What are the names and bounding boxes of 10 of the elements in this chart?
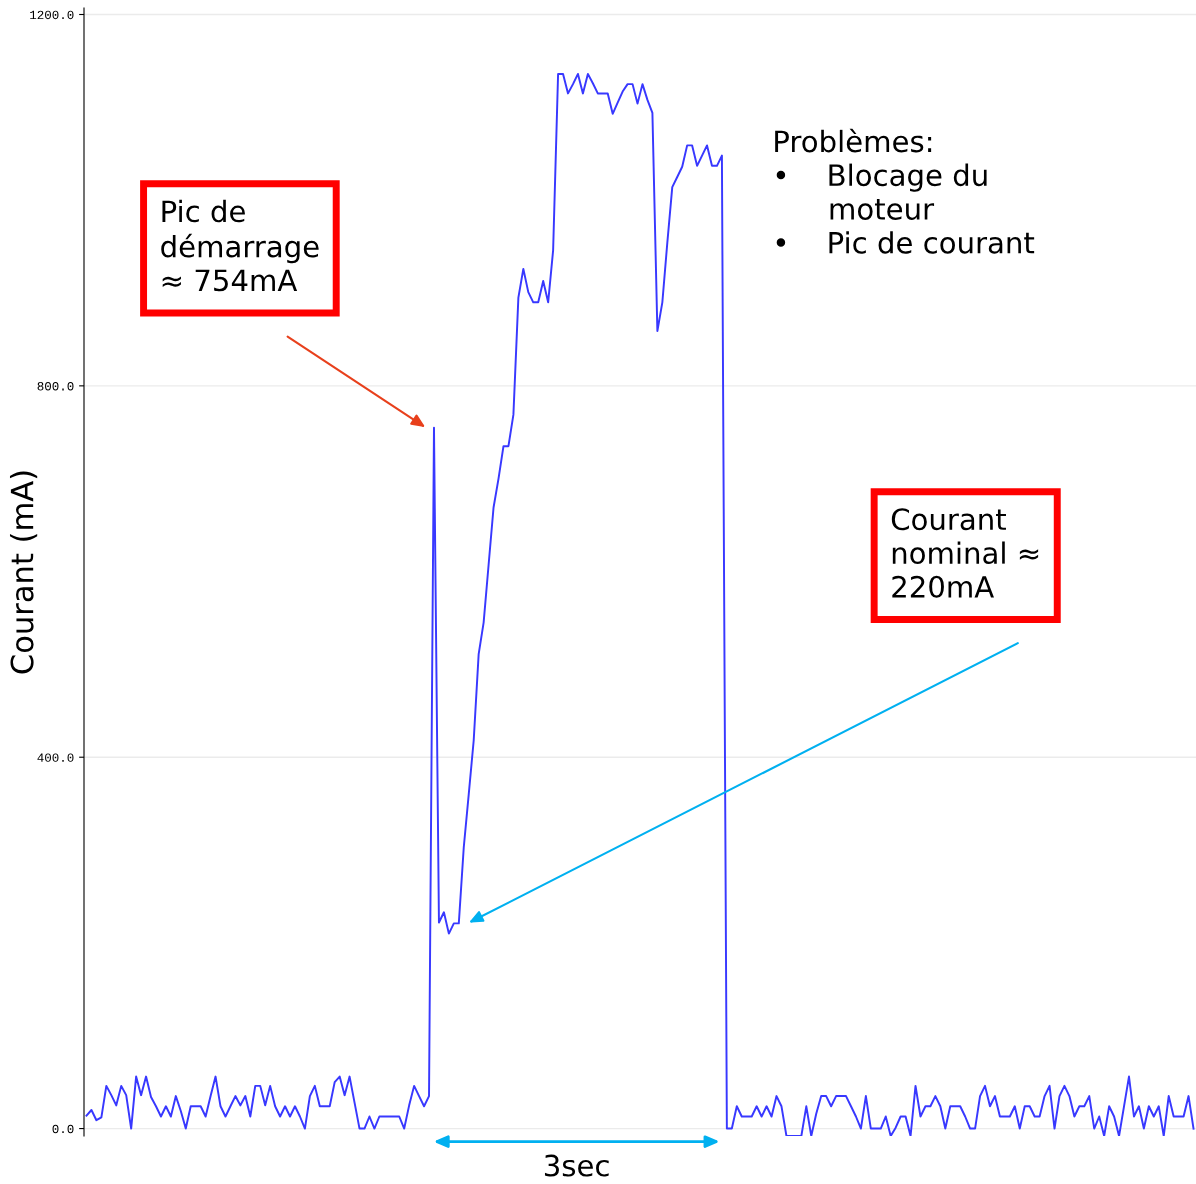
y-tick-label: 0.0 bbox=[52, 1124, 74, 1134]
line-series bbox=[85, 72, 1195, 1136]
annotation: Pic de démarrage ≈ 754mA bbox=[161, 199, 319, 292]
y-axis-title: Courant (mA) bbox=[9, 471, 38, 674]
y-tick-label: 400.0 bbox=[37, 753, 74, 762]
annotation: Problèmes: • Blocage du moteur • Pic de courant bbox=[775, 128, 1035, 254]
y-tick-label: 800.0 bbox=[37, 382, 74, 391]
text: 3sec bbox=[544, 1154, 609, 1177]
y-tick-label: 1200.0 bbox=[30, 10, 74, 20]
annotation: Courant nominal ≈ 220mA bbox=[891, 508, 1039, 598]
